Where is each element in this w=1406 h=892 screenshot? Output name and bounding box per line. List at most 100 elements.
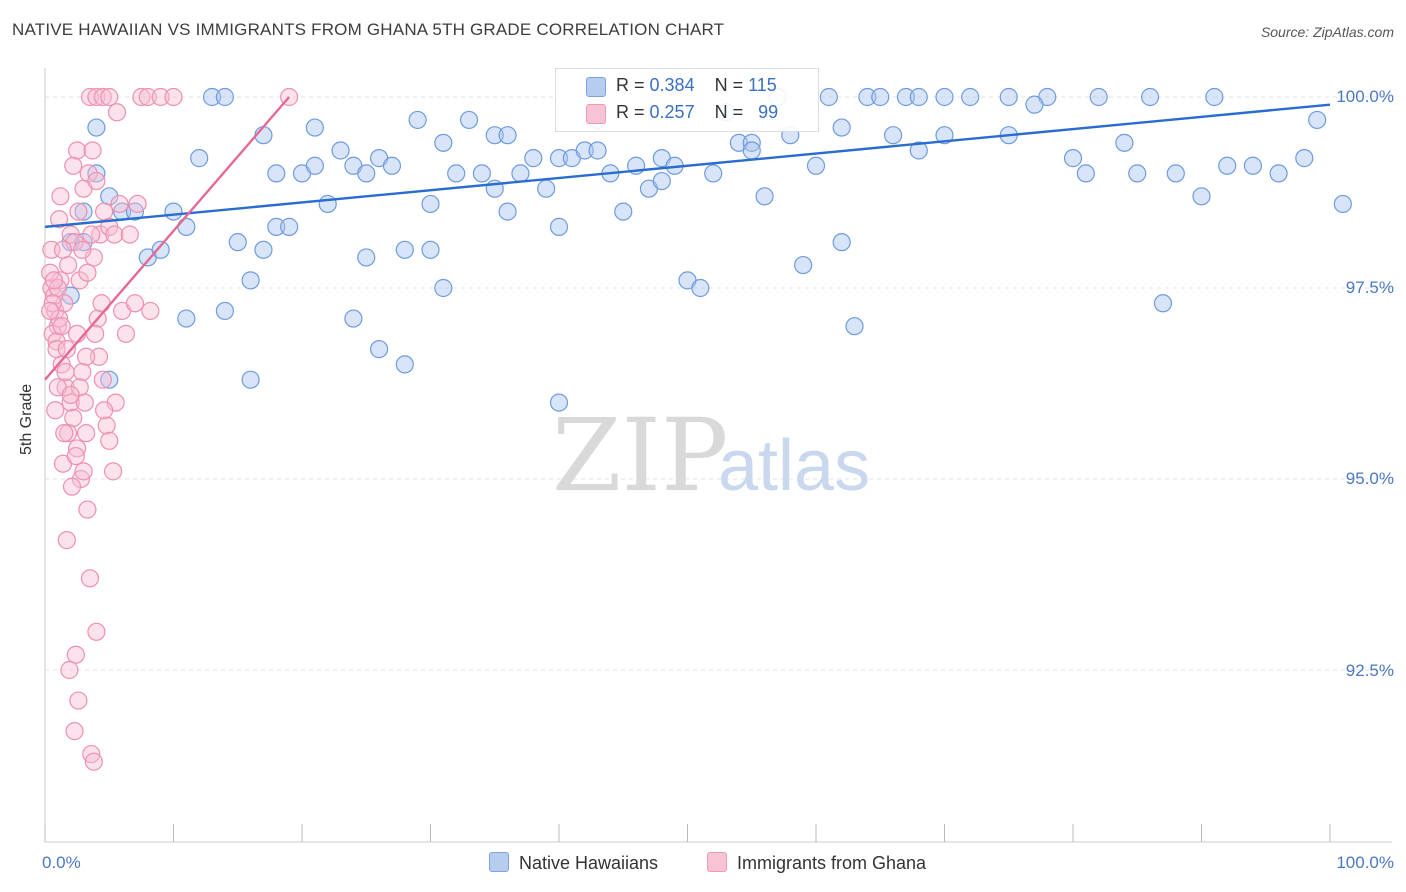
legend-label: Immigrants from Ghana: [737, 853, 927, 873]
point-immigrants-ghana: [87, 87, 106, 107]
point-immigrants-ghana: [69, 202, 88, 221]
legend-label: Native Hawaiians: [519, 853, 659, 873]
point-native-hawaiians: [575, 141, 594, 160]
point-native-hawaiians: [87, 164, 106, 183]
point-immigrants-ghana: [64, 408, 83, 427]
point-immigrants-ghana: [77, 424, 96, 443]
point-native-hawaiians: [395, 240, 414, 259]
point-immigrants-ghana: [68, 141, 87, 160]
y-tick-label: 97.5%: [1345, 278, 1394, 297]
point-native-hawaiians: [704, 164, 723, 183]
point-native-hawaiians: [74, 202, 93, 221]
point-native-hawaiians: [1025, 95, 1044, 114]
data-points: [41, 87, 1352, 771]
point-immigrants-ghana: [59, 424, 78, 443]
legend-item-immigrants-ghana: Immigrants from Ghana: [707, 852, 926, 874]
point-native-hawaiians: [241, 370, 260, 389]
y-tick-label: 100.0%: [1336, 87, 1394, 106]
point-native-hawaiians: [177, 217, 196, 236]
point-immigrants-ghana: [95, 401, 114, 420]
point-immigrants-ghana: [95, 202, 114, 221]
point-immigrants-ghana: [116, 324, 136, 343]
point-native-hawaiians: [1295, 149, 1314, 168]
point-immigrants-ghana: [97, 416, 116, 435]
point-immigrants-ghana: [89, 347, 109, 366]
point-native-hawaiians: [1153, 294, 1173, 313]
point-immigrants-ghana: [70, 271, 89, 290]
point-native-hawaiians: [1076, 164, 1095, 183]
point-native-hawaiians: [755, 187, 774, 206]
point-immigrants-ghana: [84, 752, 103, 771]
point-native-hawaiians: [1269, 164, 1288, 183]
point-native-hawaiians: [935, 87, 954, 107]
point-native-hawaiians: [691, 278, 710, 298]
point-native-hawaiians: [498, 126, 517, 145]
point-native-hawaiians: [832, 118, 851, 137]
point-native-hawaiians: [267, 217, 286, 236]
point-native-hawaiians: [447, 164, 466, 183]
point-native-hawaiians: [832, 233, 851, 252]
point-native-hawaiians: [794, 255, 813, 275]
point-native-hawaiians: [511, 164, 530, 183]
legend-swatch-pink: [707, 852, 727, 872]
legend-swatch-pink: [586, 104, 606, 124]
watermark-atlas: atlas: [718, 426, 870, 506]
r-label: R =: [616, 102, 645, 122]
point-immigrants-ghana: [107, 103, 127, 122]
point-immigrants-ghana: [73, 240, 92, 259]
point-immigrants-ghana: [78, 263, 97, 282]
point-immigrants-ghana: [75, 393, 94, 412]
point-immigrants-ghana: [132, 87, 151, 107]
point-immigrants-ghana: [57, 531, 76, 550]
point-native-hawaiians: [961, 87, 980, 107]
point-native-hawaiians: [382, 156, 402, 175]
point-immigrants-ghana: [128, 194, 147, 214]
point-immigrants-ghana: [83, 141, 102, 160]
point-native-hawaiians: [819, 87, 838, 107]
r-label: R =: [616, 75, 645, 95]
point-native-hawaiians: [344, 309, 363, 328]
point-immigrants-ghana: [66, 446, 85, 466]
point-native-hawaiians: [1140, 87, 1160, 107]
axes: [44, 68, 1392, 843]
point-native-hawaiians: [806, 156, 826, 175]
point-native-hawaiians: [254, 240, 273, 259]
point-native-hawaiians: [421, 240, 440, 259]
x-tick-label-max: 100.0%: [1336, 853, 1394, 872]
point-immigrants-ghana: [80, 569, 100, 588]
y-tick-label: 92.5%: [1345, 661, 1394, 680]
legend-row-ghana: R = 0.257 N = 99: [616, 102, 778, 126]
point-immigrants-ghana: [80, 87, 100, 107]
r-value: 0.384: [649, 75, 695, 95]
point-native-hawaiians: [228, 233, 247, 252]
point-immigrants-ghana: [51, 187, 70, 206]
point-immigrants-ghana: [65, 722, 84, 741]
point-native-hawaiians: [87, 118, 106, 137]
point-immigrants-ghana: [82, 225, 101, 244]
point-native-hawaiians: [177, 309, 196, 328]
point-immigrants-ghana: [141, 301, 160, 321]
point-native-hawaiians: [742, 141, 761, 160]
point-immigrants-ghana: [47, 340, 66, 359]
point-native-hawaiians: [280, 217, 299, 236]
point-immigrants-ghana: [66, 645, 85, 664]
point-native-hawaiians: [498, 202, 517, 221]
point-native-hawaiians: [434, 133, 453, 152]
legend-row-hawaiians: R = 0.384 N = 115: [616, 75, 777, 99]
point-native-hawaiians: [305, 118, 324, 137]
point-native-hawaiians: [549, 149, 569, 168]
point-native-hawaiians: [896, 87, 916, 107]
point-native-hawaiians: [1166, 164, 1185, 183]
legend-item-native-hawaiians: Native Hawaiians: [489, 852, 658, 874]
point-immigrants-ghana: [57, 340, 76, 359]
point-native-hawaiians: [1128, 164, 1147, 183]
point-native-hawaiians: [318, 194, 337, 214]
point-immigrants-ghana: [52, 317, 71, 336]
point-immigrants-ghana: [151, 87, 170, 107]
point-native-hawaiians: [935, 126, 954, 145]
point-immigrants-ghana: [105, 225, 124, 244]
stats-legend: R = 0.384 N = 115 R = 0.257 N = 99: [555, 68, 819, 132]
point-immigrants-ghana: [110, 194, 129, 214]
n-value: 99: [758, 102, 779, 122]
point-native-hawaiians: [151, 240, 170, 259]
